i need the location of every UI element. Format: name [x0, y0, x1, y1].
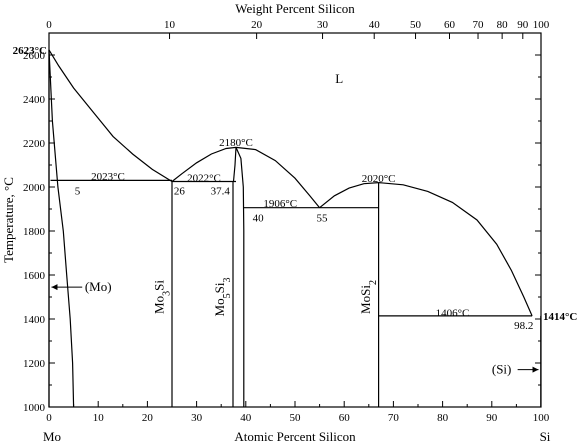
annotation-label: 2022°C: [187, 173, 221, 185]
annotation-label: 5: [75, 185, 81, 197]
x-tick-label: 50: [290, 412, 302, 424]
annotation-label: 1906°C: [263, 198, 297, 210]
phase-boundaries: [48, 49, 542, 408]
compound-label: Mo5Si3: [212, 278, 233, 317]
phase-boundary: [232, 147, 237, 182]
phase-boundary: [235, 147, 245, 407]
y-tick-label: 2600: [23, 50, 46, 62]
plot-frame: [48, 32, 542, 408]
x-tick-label: 30: [191, 412, 203, 424]
x-tick-label: 20: [142, 412, 154, 424]
annotation-label: 1414°C: [543, 311, 577, 323]
compound-label: Mo3Si: [152, 280, 173, 314]
arrow-head: [532, 366, 539, 373]
top-tick-label: 30: [317, 19, 329, 31]
top-tick-label: 20: [251, 19, 263, 31]
y-tick-label: 1600: [23, 270, 46, 282]
axis-ticks: [48, 33, 542, 408]
annotation-label: 1406°C: [436, 307, 470, 319]
phase-boundary: [235, 146, 321, 209]
y-tick-label: 1000: [23, 402, 46, 414]
top-tick-label: 10: [164, 19, 176, 31]
phase-region-label: (Si): [492, 362, 512, 377]
y-axis-title: Temperature, °C: [1, 177, 16, 263]
x-tick-label: 60: [339, 412, 351, 424]
x-tick-label: 70: [388, 412, 400, 424]
x-tick-label: 40: [240, 412, 252, 424]
x-tick-label: 0: [46, 412, 52, 424]
top-tick-label: 50: [410, 19, 422, 31]
annotation-label: 37.4: [211, 185, 231, 197]
x-tick-label: 100: [533, 412, 550, 424]
corner-label-left: Mo: [43, 429, 61, 444]
top-tick-label: 40: [369, 19, 381, 31]
phase-region-label: L: [335, 71, 343, 86]
annotation-label: 26: [174, 185, 186, 197]
annotation-label: 2023°C: [91, 171, 125, 183]
tick-labels: 0 10 20 30 40 50 60 70 80 90 100100012001400160018…: [23, 19, 550, 424]
y-tick-label: 1400: [23, 314, 46, 326]
x-axis-title: Atomic Percent Silicon: [234, 429, 356, 444]
x-tick-label: 10: [93, 412, 105, 424]
y-tick-label: 2000: [23, 182, 46, 194]
corner-label-right: Si: [540, 429, 551, 444]
annotation-label: 2623°C: [13, 45, 47, 57]
arrow-head: [51, 284, 58, 291]
y-tick-label: 1200: [23, 358, 46, 370]
top-tick-label: 100: [533, 19, 550, 31]
phase-region-label: (Mo): [85, 279, 112, 294]
annotation-label: 40: [253, 212, 265, 224]
annotation-label: 2180°C: [219, 137, 253, 149]
top-tick-label: 70: [473, 19, 485, 31]
y-tick-label: 2200: [23, 138, 46, 150]
annotation-label: 98.2: [514, 320, 533, 332]
annotation-label: 55: [317, 212, 329, 224]
compound-label: MoSi2: [358, 280, 379, 314]
y-tick-label: 2400: [23, 94, 46, 106]
x-tick-label: 80: [437, 412, 449, 424]
top-tick-label: 80: [497, 19, 509, 31]
phase-boundary: [378, 182, 533, 317]
y-tick-label: 1800: [23, 226, 46, 238]
x-tick-label: 90: [486, 412, 498, 424]
top-axis-title: Weight Percent Silicon: [235, 1, 355, 16]
top-tick-label: 90: [517, 19, 529, 31]
phase-boundary: [171, 146, 237, 182]
phase-boundary: [319, 182, 379, 209]
top-tick-label: 60: [444, 19, 456, 31]
annotation-label: 2020°C: [362, 173, 396, 185]
phase-boundary: [48, 49, 75, 408]
top-tick-label: 0: [46, 19, 52, 31]
phase-boundary: [48, 49, 173, 183]
